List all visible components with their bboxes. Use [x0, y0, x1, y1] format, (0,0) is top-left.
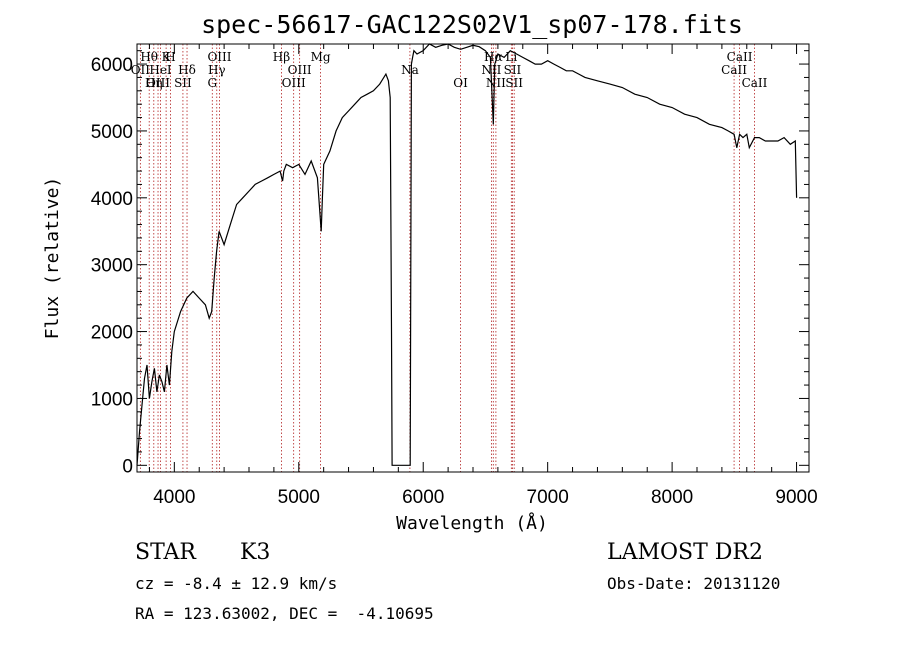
y-axis: 0 1000 2000 3000 4000 5000 6000	[91, 50, 809, 477]
spectral-line-label: CaII	[721, 63, 747, 77]
x-tick-label: 6000	[402, 487, 444, 508]
obs-date-text: Obs-Date: 20131120	[607, 574, 781, 593]
x-tick-label: 7000	[527, 487, 569, 508]
spectral-line-label: Hβ	[273, 50, 290, 64]
object-subclass: K3	[240, 540, 271, 565]
spectral-line-markers	[139, 44, 755, 472]
object-class: STAR	[135, 540, 196, 565]
spectral-line-label: Hθ	[140, 50, 158, 64]
x-tick-label: 9000	[775, 487, 817, 508]
y-axis-label: Flux (relative)	[42, 177, 63, 340]
spectral-line-label: H	[165, 50, 175, 64]
spectrum-line	[136, 43, 798, 466]
spectral-line-label: Mg	[311, 50, 331, 64]
spectral-line-label: CaII	[742, 76, 768, 90]
spectral-line-label: NII	[486, 76, 506, 90]
y-tick-label: 1000	[91, 389, 133, 410]
spectral-line-label: K	[162, 50, 172, 64]
plot-frame	[136, 43, 810, 473]
x-tick-label: 4000	[153, 487, 195, 508]
spectral-line-label: HeI	[149, 63, 172, 77]
spectral-line-label: CaII	[727, 50, 753, 64]
y-tick-label: 0	[122, 456, 133, 477]
spectral-line-label: Li	[505, 50, 517, 64]
spectral-line-label: OIII	[146, 76, 170, 90]
x-axis-label: Wavelength (Å)	[396, 512, 548, 534]
spectral-line-labels: HθOIIOIIIKHeIHηHHδSIIOIIIHγGHβOIIIOIIIMg…	[131, 50, 768, 90]
redshift-text: cz = -8.4 ± 12.9 km/s	[135, 574, 338, 593]
spectral-line-label: OI	[453, 76, 468, 90]
spectral-line-label: OII	[131, 63, 151, 77]
spectral-line-label: Hγ	[208, 63, 226, 77]
spectral-line-label: Hδ	[178, 63, 196, 77]
spectral-line-label: SII	[505, 76, 523, 90]
y-tick-label: 2000	[91, 323, 133, 344]
y-tick-label: 3000	[91, 256, 133, 277]
y-tick-label: 4000	[91, 189, 133, 210]
spectral-line-label: OIII	[288, 63, 312, 77]
spectral-line-label: SII	[174, 76, 192, 90]
spectral-line-label: Hη	[145, 76, 163, 90]
spectral-line-label: Na	[401, 63, 419, 77]
chart-title: spec-56617-GAC122S02V1_sp07-178.fits	[201, 10, 743, 39]
x-tick-label: 8000	[651, 487, 693, 508]
spectral-line-label: OIII	[282, 76, 306, 90]
spectral-line-label: SII	[504, 63, 522, 77]
y-tick-label: 6000	[91, 55, 133, 76]
coords-text: RA = 123.63002, DEC = -4.10695	[135, 604, 434, 623]
spectral-line-label: G	[207, 76, 217, 90]
survey-label: LAMOST DR2	[607, 540, 763, 565]
y-tick-label: 5000	[91, 122, 133, 143]
x-tick-label: 5000	[278, 487, 320, 508]
spectral-line-label: OIII	[207, 50, 231, 64]
x-axis: 4000 5000 6000 7000 8000 9000	[148, 44, 818, 508]
